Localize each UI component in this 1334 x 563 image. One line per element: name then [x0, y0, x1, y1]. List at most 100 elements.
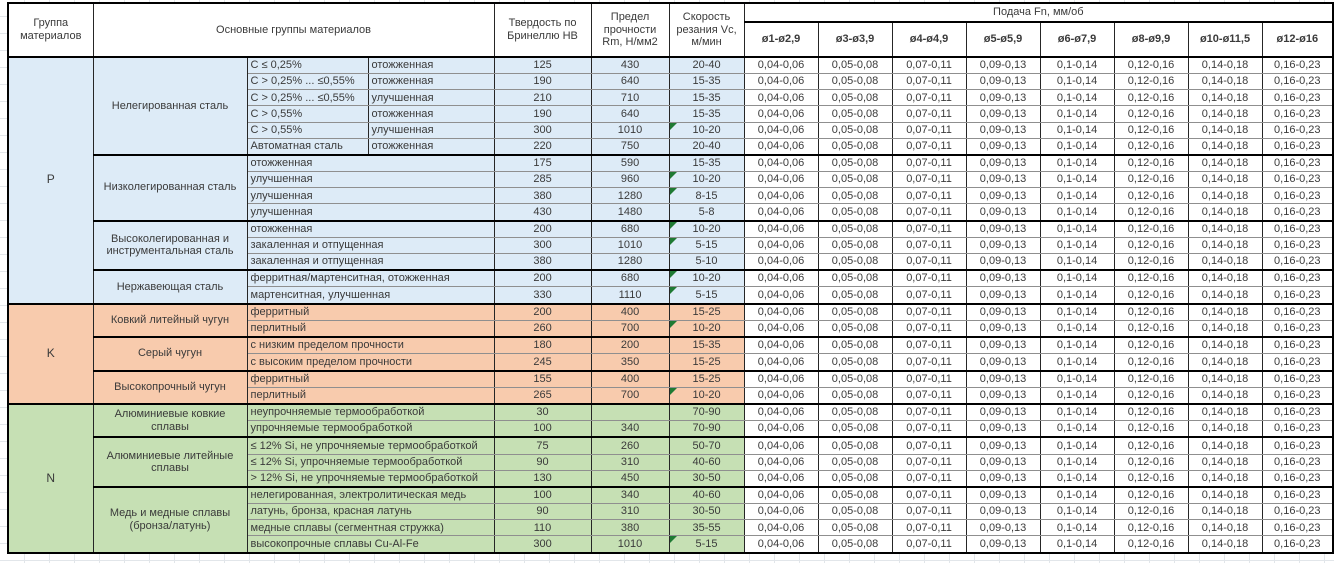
feed-rate-cell[interactable]: 0,09-0,13 — [965, 535, 1041, 555]
feed-rate-cell[interactable]: 0,1-0,14 — [1039, 137, 1115, 156]
feed-rate-cell[interactable]: 0,09-0,13 — [965, 420, 1041, 439]
feed-rate-cell[interactable]: 0,05-0,08 — [817, 121, 893, 139]
header-diameter-range[interactable]: ø12-ø16 — [1261, 21, 1334, 58]
feed-rate-cell[interactable]: 0,05-0,08 — [817, 336, 893, 355]
feed-rate-cell[interactable]: 0,05-0,08 — [817, 469, 893, 488]
feed-rate-cell[interactable]: 0,16-0,23 — [1261, 121, 1334, 139]
feed-rate-cell[interactable]: 0,09-0,13 — [965, 386, 1041, 405]
material-detail-cell[interactable]: ферритный — [246, 370, 495, 388]
feed-rate-cell[interactable]: 0,09-0,13 — [965, 171, 1041, 189]
feed-rate-cell[interactable]: 0,04-0,06 — [743, 286, 819, 305]
feed-rate-cell[interactable]: 0,1-0,14 — [1039, 89, 1115, 107]
material-group-name-cell[interactable]: Алюминиевые ковкие сплавы — [92, 403, 248, 439]
feed-rate-cell[interactable]: 0,09-0,13 — [965, 89, 1041, 107]
feed-rate-cell[interactable]: 0,09-0,13 — [965, 252, 1041, 272]
hardness-cell[interactable]: 285 — [493, 171, 592, 189]
feed-rate-cell[interactable]: 0,04-0,06 — [743, 386, 819, 405]
feed-rate-cell[interactable]: 0,04-0,06 — [743, 469, 819, 488]
tensile-strength-cell[interactable]: 1280 — [590, 187, 670, 205]
feed-rate-cell[interactable]: 0,1-0,14 — [1039, 187, 1115, 205]
feed-rate-cell[interactable]: 0,09-0,13 — [965, 203, 1041, 222]
feed-rate-cell[interactable]: 0,05-0,08 — [817, 386, 893, 405]
feed-rate-cell[interactable]: 0,14-0,18 — [1187, 403, 1263, 422]
feed-rate-cell[interactable]: 0,12-0,16 — [1113, 436, 1189, 455]
hardness-cell[interactable]: 200 — [493, 303, 592, 321]
feed-rate-cell[interactable]: 0,07-0,11 — [891, 252, 967, 272]
material-detail-cell[interactable]: нелегированная, электролитическая медь — [246, 486, 495, 505]
cutting-speed-cell[interactable]: 70-90 — [668, 403, 745, 422]
feed-rate-cell[interactable]: 0,04-0,06 — [743, 56, 819, 75]
feed-rate-cell[interactable]: 0,14-0,18 — [1187, 519, 1263, 537]
feed-rate-cell[interactable]: 0,04-0,06 — [743, 105, 819, 123]
material-group-name-cell[interactable]: Алюминиевые литейные сплавы — [92, 436, 248, 488]
cutting-speed-cell[interactable]: 20-40 — [668, 56, 745, 75]
tensile-strength-cell[interactable]: 340 — [590, 420, 670, 439]
feed-rate-cell[interactable]: 0,16-0,23 — [1261, 519, 1334, 537]
cutting-speed-cell[interactable]: 50-70 — [668, 436, 745, 455]
hardness-cell[interactable]: 300 — [493, 121, 592, 139]
cutting-speed-cell[interactable]: 35-55 — [668, 519, 745, 537]
tensile-strength-cell[interactable]: 310 — [590, 503, 670, 521]
feed-rate-cell[interactable]: 0,14-0,18 — [1187, 154, 1263, 173]
feed-rate-cell[interactable]: 0,07-0,11 — [891, 220, 967, 238]
feed-rate-cell[interactable]: 0,16-0,23 — [1261, 220, 1334, 238]
tensile-strength-cell[interactable]: 1010 — [590, 535, 670, 555]
section-letter-cell[interactable]: K — [7, 303, 94, 405]
tensile-strength-cell[interactable] — [590, 403, 670, 422]
hardness-cell[interactable]: 200 — [493, 220, 592, 238]
cutting-speed-cell[interactable]: 15-25 — [668, 353, 745, 372]
header-main-groups[interactable]: Основные группы материалов — [92, 2, 495, 58]
feed-rate-cell[interactable]: 0,07-0,11 — [891, 303, 967, 321]
feed-rate-cell[interactable]: 0,16-0,23 — [1261, 319, 1334, 339]
material-detail-cell[interactable]: улучшенная — [246, 187, 495, 205]
feed-rate-cell[interactable]: 0,16-0,23 — [1261, 56, 1334, 75]
feed-rate-cell[interactable]: 0,16-0,23 — [1261, 403, 1334, 422]
feed-rate-cell[interactable]: 0,14-0,18 — [1187, 137, 1263, 156]
feed-rate-cell[interactable]: 0,12-0,16 — [1113, 519, 1189, 537]
feed-rate-cell[interactable]: 0,07-0,11 — [891, 121, 967, 139]
feed-rate-cell[interactable]: 0,09-0,13 — [965, 269, 1041, 288]
feed-rate-cell[interactable]: 0,07-0,11 — [891, 453, 967, 471]
hardness-cell[interactable]: 210 — [493, 89, 592, 107]
cutting-speed-cell[interactable]: 40-60 — [668, 453, 745, 471]
feed-rate-cell[interactable]: 0,12-0,16 — [1113, 56, 1189, 75]
feed-rate-cell[interactable]: 0,1-0,14 — [1039, 220, 1115, 238]
cutting-speed-cell[interactable]: 5-15 — [668, 535, 745, 555]
feed-rate-cell[interactable]: 0,14-0,18 — [1187, 420, 1263, 439]
feed-rate-cell[interactable]: 0,04-0,06 — [743, 319, 819, 339]
feed-rate-cell[interactable]: 0,07-0,11 — [891, 486, 967, 505]
tensile-strength-cell[interactable]: 400 — [590, 370, 670, 388]
feed-rate-cell[interactable]: 0,07-0,11 — [891, 203, 967, 222]
feed-rate-cell[interactable]: 0,07-0,11 — [891, 535, 967, 555]
feed-rate-cell[interactable]: 0,04-0,06 — [743, 154, 819, 173]
material-detail-cell[interactable]: с высоким пределом прочности — [246, 353, 495, 372]
feed-rate-cell[interactable]: 0,16-0,23 — [1261, 436, 1334, 455]
feed-rate-cell[interactable]: 0,04-0,06 — [743, 519, 819, 537]
hardness-cell[interactable]: 300 — [493, 535, 592, 555]
feed-rate-cell[interactable]: 0,07-0,11 — [891, 269, 967, 288]
material-detail-cell[interactable]: перлитный — [246, 319, 495, 339]
cutting-speed-cell[interactable]: 10-20 — [668, 220, 745, 238]
feed-rate-cell[interactable]: 0,12-0,16 — [1113, 171, 1189, 189]
feed-rate-cell[interactable]: 0,05-0,08 — [817, 486, 893, 505]
hardness-cell[interactable]: 90 — [493, 503, 592, 521]
feed-rate-cell[interactable]: 0,09-0,13 — [965, 353, 1041, 372]
hardness-cell[interactable]: 430 — [493, 203, 592, 222]
cutting-speed-cell[interactable]: 5-15 — [668, 236, 745, 254]
feed-rate-cell[interactable]: 0,12-0,16 — [1113, 319, 1189, 339]
feed-rate-cell[interactable]: 0,12-0,16 — [1113, 220, 1189, 238]
feed-rate-cell[interactable]: 0,07-0,11 — [891, 286, 967, 305]
header-feed[interactable]: Подача Fn, мм/об — [743, 2, 1334, 23]
material-condition-cell[interactable]: улучшенная — [367, 89, 495, 107]
feed-rate-cell[interactable]: 0,07-0,11 — [891, 386, 967, 405]
material-detail-cell[interactable]: улучшенная — [246, 203, 495, 222]
feed-rate-cell[interactable]: 0,09-0,13 — [965, 286, 1041, 305]
material-detail-cell[interactable]: C > 0,25% ... ≤0,55% — [246, 89, 369, 107]
hardness-cell[interactable]: 260 — [493, 319, 592, 339]
cutting-speed-cell[interactable]: 70-90 — [668, 420, 745, 439]
feed-rate-cell[interactable]: 0,16-0,23 — [1261, 236, 1334, 254]
feed-rate-cell[interactable]: 0,09-0,13 — [965, 370, 1041, 388]
tensile-strength-cell[interactable]: 450 — [590, 469, 670, 488]
feed-rate-cell[interactable]: 0,1-0,14 — [1039, 121, 1115, 139]
feed-rate-cell[interactable]: 0,14-0,18 — [1187, 486, 1263, 505]
